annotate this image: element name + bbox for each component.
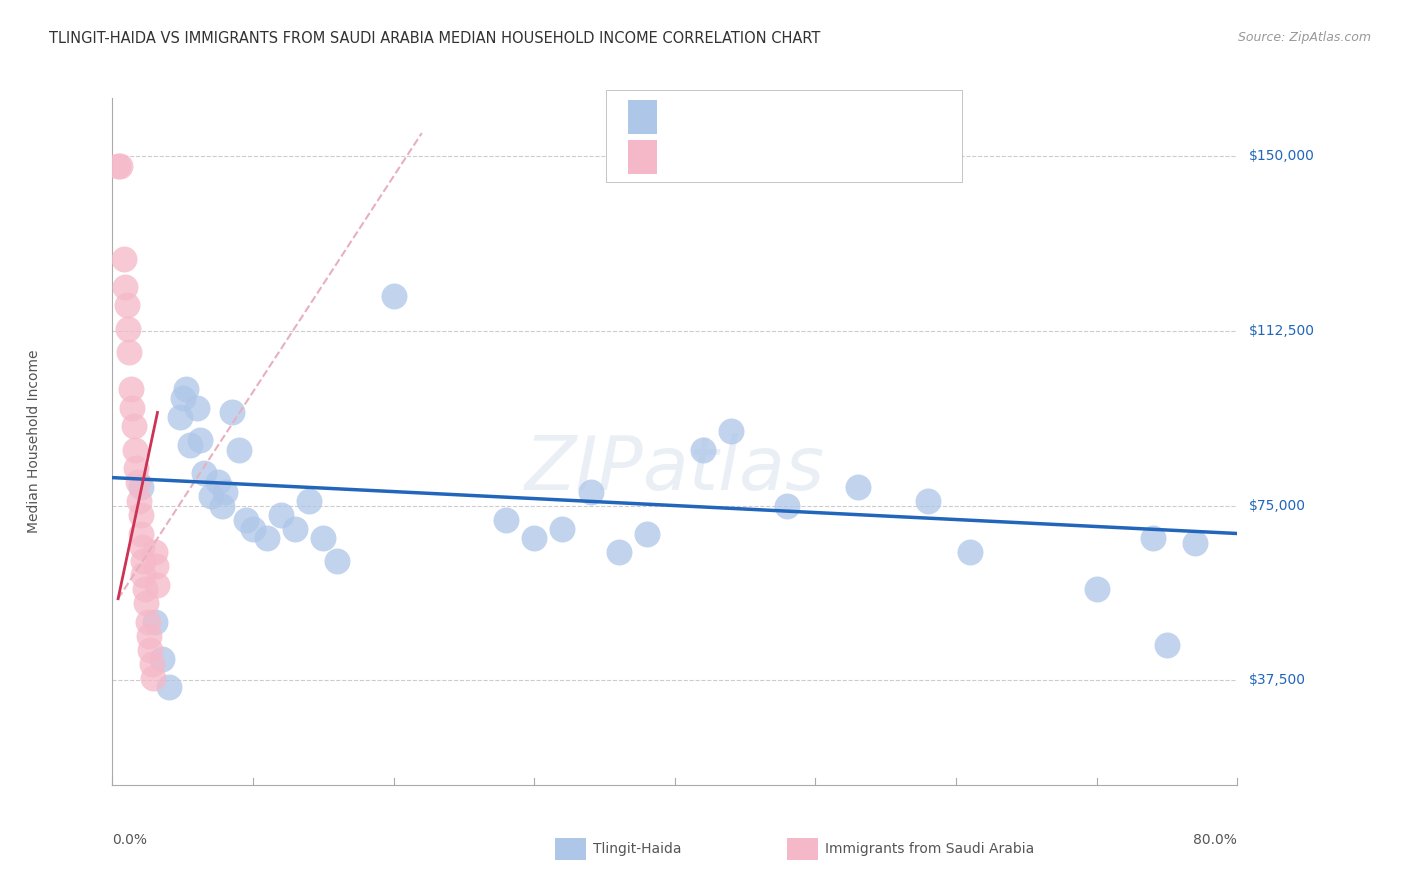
Point [200,489,222,503]
Point [636,526,658,541]
Text: N =: N = [783,110,817,125]
Text: TLINGIT-HAIDA VS IMMIGRANTS FROM SAUDI ARABIA MEDIAN HOUSEHOLD INCOME CORRELATIO: TLINGIT-HAIDA VS IMMIGRANTS FROM SAUDI A… [49,31,821,46]
Point [169,410,191,425]
Point [207,475,229,490]
Text: Immigrants from Saudi Arabia: Immigrants from Saudi Arabia [825,842,1035,856]
Point [270,508,292,522]
Text: 0.0%: 0.0% [112,833,148,847]
Point [179,438,201,452]
Point [1142,531,1164,545]
Text: Tlingit-Haida: Tlingit-Haida [593,842,682,856]
Point [1184,536,1206,550]
Point [117,321,139,335]
Point [132,568,155,582]
Point [131,541,153,555]
Point [107,159,129,173]
Point [382,289,405,303]
Point [193,466,215,480]
Point [186,401,208,415]
Point [145,559,167,574]
Point [846,480,869,494]
Point [157,680,180,694]
Point [129,526,152,541]
Point [720,424,742,438]
Point [188,434,211,448]
Point [607,545,630,559]
Text: ZIPatlas: ZIPatlas [524,433,825,505]
Point [135,596,157,610]
Text: R =: R = [668,150,706,165]
Point [114,279,136,293]
Point [917,494,939,508]
Text: 29: 29 [815,150,837,165]
Point [298,494,321,508]
Point [326,554,349,568]
Point [692,442,714,457]
Point [211,499,233,513]
Point [1156,638,1178,652]
Point [242,522,264,536]
Text: Median Household Income: Median Household Income [27,350,41,533]
Point [959,545,981,559]
Point [228,442,250,457]
Point [551,522,574,536]
Point [141,657,163,671]
Point [115,298,138,312]
Point [128,494,150,508]
Point [776,499,799,513]
Point [495,512,517,526]
Text: $112,500: $112,500 [1249,324,1315,338]
Text: N =: N = [783,150,817,165]
Text: -0.214: -0.214 [699,110,754,125]
Text: $37,500: $37,500 [1249,673,1305,687]
Point [108,159,131,173]
Point [172,392,194,406]
Point [127,475,149,490]
Point [136,615,159,629]
Text: $150,000: $150,000 [1249,149,1315,163]
Point [112,252,135,266]
Text: $75,000: $75,000 [1249,499,1305,513]
Text: R =: R = [668,110,702,125]
Point [150,652,173,666]
Point [174,382,197,396]
Point [125,461,148,475]
Text: 40: 40 [815,110,837,125]
Point [312,531,335,545]
Point [523,531,546,545]
Text: Source: ZipAtlas.com: Source: ZipAtlas.com [1237,31,1371,45]
Point [120,382,142,396]
Point [142,671,165,685]
Point [129,480,152,494]
Point [256,531,278,545]
Point [132,554,155,568]
Point [146,578,169,592]
Text: 80.0%: 80.0% [1194,833,1237,847]
Point [118,345,141,359]
Point [143,615,166,629]
Point [122,419,145,434]
Point [129,508,152,522]
Point [134,582,156,597]
Point [124,442,146,457]
Text: 0.165: 0.165 [699,150,747,165]
Point [221,405,243,419]
Point [138,629,160,643]
Point [121,401,143,415]
Point [1085,582,1108,597]
Point [579,484,602,499]
Point [284,522,307,536]
Point [143,545,166,559]
Point [214,484,236,499]
Point [235,512,257,526]
Point [139,643,162,657]
